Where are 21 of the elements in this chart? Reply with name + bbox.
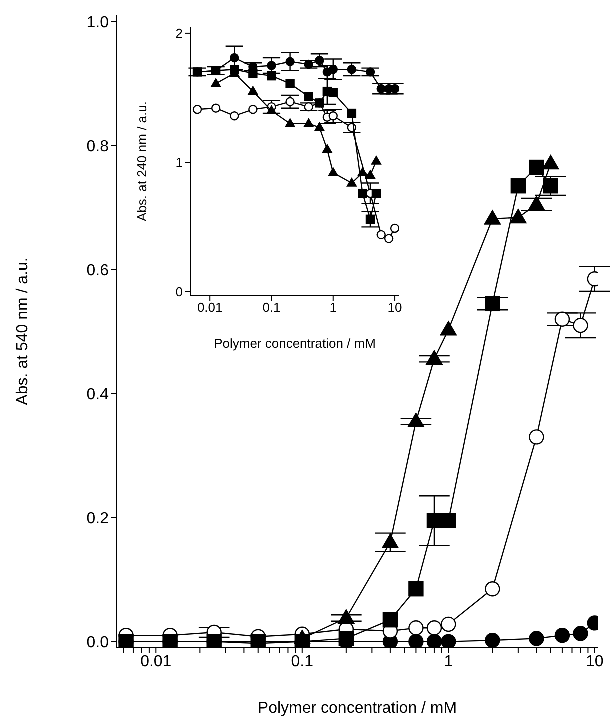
y-tick-label: 1: [176, 155, 183, 170]
y-tick-label: 0.6: [86, 262, 110, 280]
y-tick-label: 0: [176, 284, 183, 300]
x-tick-label: 0.1: [291, 653, 314, 670]
y-tick-label: 0.8: [86, 138, 110, 156]
y-tick-label: 0.4: [86, 386, 110, 404]
x-tick-label: 0.01: [197, 300, 223, 316]
y-tick-label: 1.0: [86, 14, 110, 32]
y-axis-title: Abs. at 240 nm / a.u.: [134, 102, 150, 222]
x-tick-label: 10: [388, 300, 402, 316]
x-tick-label: 0.01: [140, 653, 172, 670]
x-tick-label: 10: [586, 653, 604, 670]
y-tick-label: 0.0: [86, 634, 110, 652]
x-axis-title: Polymer concentration / mM: [258, 700, 458, 717]
y-tick-label: 2: [176, 26, 183, 42]
y-tick-label: 0.2: [86, 510, 110, 528]
x-tick-label: 0.1: [262, 300, 281, 316]
x-tick-label: 1: [330, 300, 337, 316]
x-axis-title: Polymer concentration / mM: [214, 336, 376, 351]
x-tick-label: 1: [444, 653, 454, 670]
y-axis-title: Abs. at 540 nm / a.u.: [14, 258, 32, 406]
